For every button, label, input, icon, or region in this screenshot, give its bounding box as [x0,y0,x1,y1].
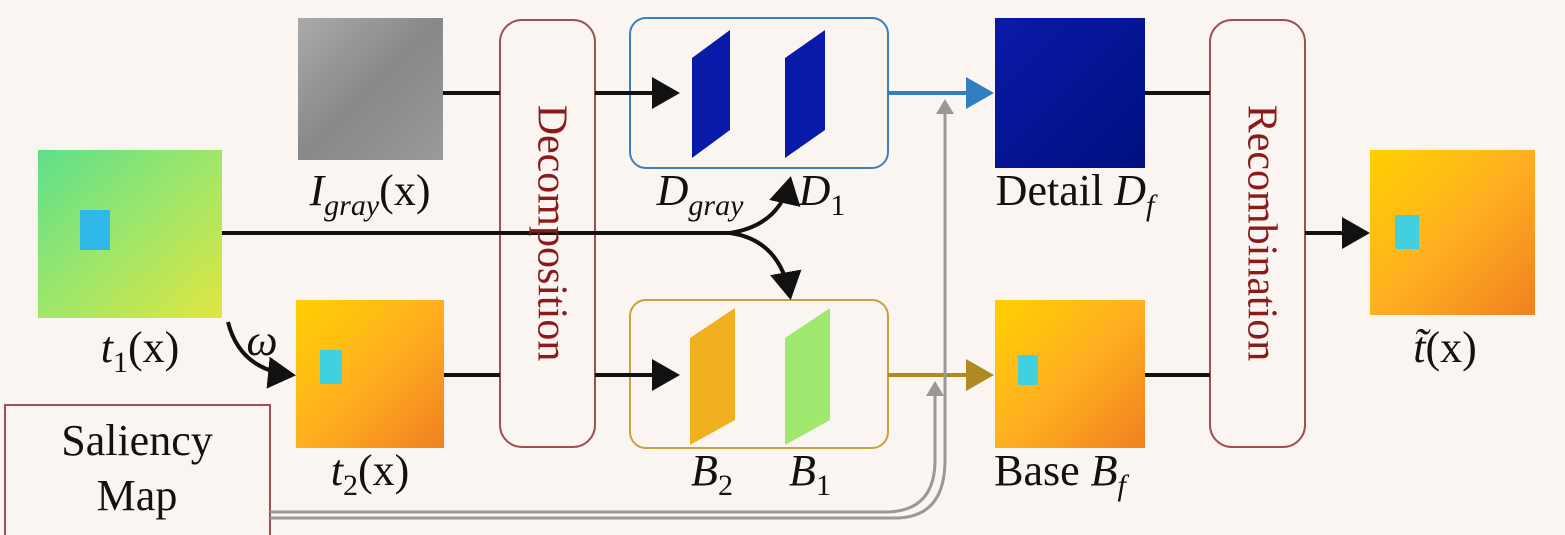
subscript: 1 [113,346,128,379]
label: Detail Df [996,166,1158,222]
saliency-label: Map [97,471,178,520]
argument: (x) [128,323,179,372]
image-patch [1395,215,1419,249]
label: t2(x) [331,446,410,502]
detail-image [995,18,1145,168]
saliency-label: Saliency [61,416,213,465]
argument: (x) [358,446,409,495]
t2-image [296,300,444,448]
omega-label: ω [246,316,277,365]
word: Detail [996,166,1104,215]
decomposition-label: Decomposition [528,105,574,362]
label: D1 [798,166,846,222]
label: B1 [789,446,831,502]
symbol: B [691,446,718,495]
subscript: 2 [718,469,733,502]
symbol: B [789,446,816,495]
t1-image [38,150,222,318]
image-patch [1018,355,1038,385]
detail-layer [692,30,730,158]
label: B2 [691,446,733,502]
subscript: 2 [343,469,358,502]
label: Igray(x) [309,166,431,222]
gray-image [298,18,443,160]
argument: (x) [1425,323,1476,372]
arrow [730,233,790,296]
symbol: D [1113,166,1146,215]
subscript: gray [688,189,744,222]
argument: (x) [379,166,430,215]
image-patch [320,350,342,384]
subscript: gray [324,189,380,222]
subscript: 1 [830,189,845,222]
label: Base Bf [994,446,1129,502]
base-layer [785,308,830,445]
base-layer [690,308,735,445]
symbol: D [656,166,689,215]
symbol: D [798,166,831,215]
label: Dgray [656,166,744,222]
subscript: f [1118,469,1130,502]
symbol: B [1091,446,1118,495]
subscript: f [1146,189,1158,222]
detail-layer [785,30,825,158]
diagram: Decomposition Recombination Saliency Map… [0,0,1565,535]
base-image [995,300,1145,448]
subscript: 1 [816,469,831,502]
output-image [1370,150,1535,315]
recombination-label: Recombination [1238,105,1284,362]
image-patch [80,210,110,250]
word: Base [994,446,1080,495]
label: t1(x) [101,323,180,379]
label: t̃(x) [1413,323,1477,372]
